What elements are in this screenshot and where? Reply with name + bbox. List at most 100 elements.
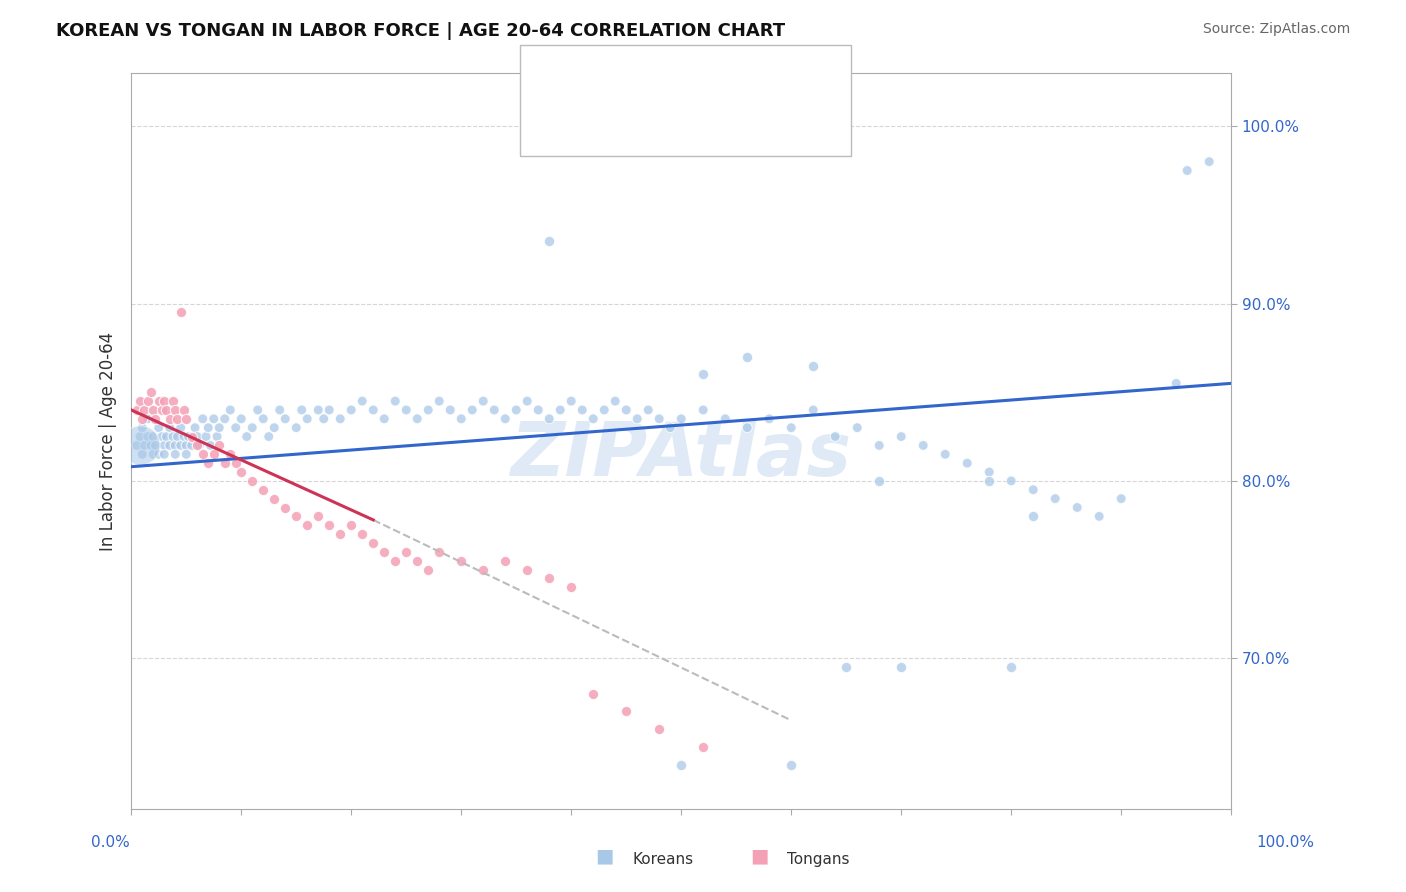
Point	[155, 403, 177, 417]
Point	[153, 447, 176, 461]
Point	[801, 359, 824, 373]
Point	[170, 420, 193, 434]
Point	[153, 394, 176, 409]
Point	[1166, 376, 1188, 391]
Point	[340, 518, 363, 533]
Point	[538, 235, 561, 249]
Point	[205, 429, 228, 443]
Point	[582, 687, 605, 701]
Point	[329, 412, 352, 426]
Point	[406, 412, 429, 426]
Point	[735, 350, 758, 364]
Point	[1066, 500, 1088, 515]
Point	[159, 438, 181, 452]
Point	[225, 456, 247, 470]
Point	[136, 394, 159, 409]
Point	[846, 420, 869, 434]
Point	[125, 438, 148, 452]
Point	[219, 447, 242, 461]
Point	[297, 412, 319, 426]
Text: 114: 114	[721, 63, 752, 78]
Point	[538, 571, 561, 585]
Point	[195, 429, 218, 443]
Point	[231, 465, 253, 479]
Point	[307, 403, 329, 417]
Point	[780, 420, 803, 434]
Point	[472, 563, 495, 577]
Point	[148, 447, 170, 461]
Point	[593, 403, 616, 417]
Point	[162, 429, 184, 443]
Point	[174, 438, 197, 452]
Point	[162, 394, 184, 409]
Point	[538, 412, 561, 426]
Point	[150, 403, 173, 417]
Text: 0.0%: 0.0%	[91, 836, 131, 850]
Text: ■: ■	[538, 110, 557, 128]
Point	[472, 394, 495, 409]
Point	[361, 536, 384, 550]
Point	[494, 412, 516, 426]
Text: Koreans: Koreans	[633, 852, 693, 867]
Point	[735, 420, 758, 434]
Point	[191, 412, 214, 426]
Point	[180, 429, 202, 443]
Point	[1088, 509, 1111, 524]
Point	[1000, 660, 1022, 674]
Point	[373, 545, 395, 559]
Point	[148, 420, 170, 434]
Y-axis label: In Labor Force | Age 20-64: In Labor Force | Age 20-64	[100, 332, 117, 550]
Point	[560, 580, 582, 594]
Point	[231, 412, 253, 426]
Point	[263, 420, 285, 434]
Point	[671, 757, 693, 772]
Text: KOREAN VS TONGAN IN LABOR FORCE | AGE 20-64 CORRELATION CHART: KOREAN VS TONGAN IN LABOR FORCE | AGE 20…	[56, 22, 786, 40]
Point	[214, 412, 236, 426]
Text: 57: 57	[721, 108, 742, 123]
Point	[129, 429, 152, 443]
Point	[202, 447, 225, 461]
Point	[714, 412, 737, 426]
Point	[1109, 491, 1132, 506]
Point	[139, 385, 162, 400]
Point	[165, 447, 187, 461]
Point	[582, 412, 605, 426]
Point	[285, 420, 308, 434]
Point	[186, 429, 208, 443]
Point	[614, 705, 637, 719]
Point	[184, 420, 207, 434]
Text: R =: R =	[567, 63, 600, 78]
Point	[139, 438, 162, 452]
Point	[197, 420, 219, 434]
Point	[516, 563, 538, 577]
Text: 100.0%: 100.0%	[1257, 836, 1315, 850]
Point	[1043, 491, 1066, 506]
Text: ■: ■	[595, 847, 614, 865]
Point	[153, 438, 176, 452]
Point	[384, 554, 406, 568]
Point	[165, 438, 187, 452]
Point	[692, 403, 714, 417]
Point	[1022, 483, 1045, 497]
Point	[166, 429, 188, 443]
Point	[637, 403, 659, 417]
Point	[142, 403, 165, 417]
Point	[208, 420, 231, 434]
Point	[200, 438, 222, 452]
Point	[548, 403, 571, 417]
Point	[274, 500, 297, 515]
Point	[439, 403, 461, 417]
Point	[868, 438, 890, 452]
Point	[395, 403, 418, 417]
Point	[1198, 154, 1220, 169]
Point	[297, 518, 319, 533]
Point	[219, 403, 242, 417]
Point	[427, 394, 450, 409]
Point	[208, 438, 231, 452]
Point	[912, 438, 935, 452]
Point	[129, 438, 152, 452]
Point	[174, 412, 197, 426]
Point	[240, 474, 263, 488]
Text: N =: N =	[661, 63, 704, 78]
Point	[758, 412, 780, 426]
